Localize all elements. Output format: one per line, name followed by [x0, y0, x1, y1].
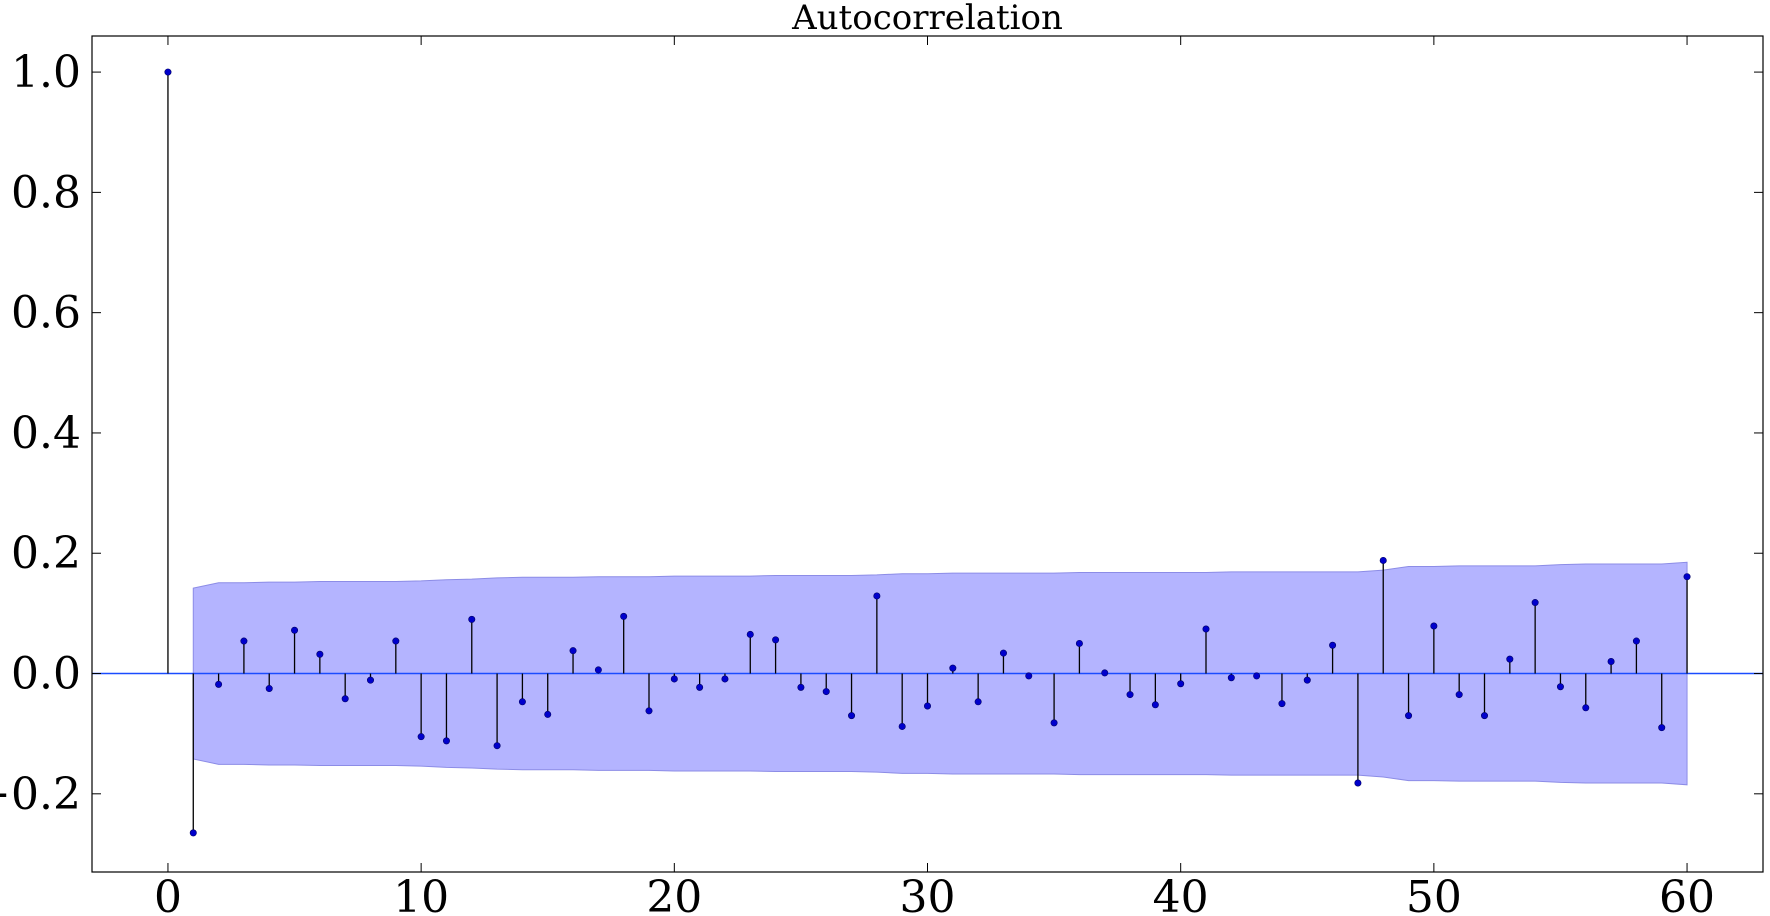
marker-lag-43: [1253, 672, 1261, 680]
marker-lag-36: [1075, 639, 1083, 647]
axes-layer: [91, 35, 1764, 873]
y-tick-label: 0.6: [11, 288, 81, 339]
marker-lag-35: [1050, 719, 1058, 727]
marker-lag-17: [594, 666, 602, 674]
marker-lag-23: [746, 630, 754, 638]
marker-lag-0: [164, 68, 172, 76]
marker-lag-4: [265, 685, 273, 693]
marker-lag-27: [848, 712, 856, 720]
marker-lag-51: [1455, 691, 1463, 699]
marker-lag-5: [291, 626, 299, 634]
marker-lag-33: [999, 649, 1007, 657]
marker-lag-10: [417, 733, 425, 741]
marker-lag-18: [620, 612, 628, 620]
x-tick-label: 40: [1153, 872, 1209, 916]
y-tick-label: 0.4: [11, 408, 81, 459]
marker-lag-32: [974, 698, 982, 706]
marker-lag-47: [1354, 779, 1362, 787]
marker-lag-42: [1227, 674, 1235, 682]
x-tick-label: 30: [900, 872, 956, 916]
marker-lag-24: [772, 636, 780, 644]
marker-lag-34: [1025, 672, 1033, 680]
x-tick-label: 50: [1406, 872, 1462, 916]
marker-lag-15: [544, 710, 552, 718]
marker-lag-9: [392, 637, 400, 645]
marker-lag-44: [1278, 700, 1286, 708]
marker-lag-58: [1632, 637, 1640, 645]
chart-title: Autocorrelation: [791, 0, 1063, 38]
marker-lag-26: [822, 688, 830, 696]
marker-lag-13: [493, 742, 501, 750]
marker-lag-31: [949, 664, 957, 672]
marker-lag-60: [1683, 573, 1691, 581]
marker-lag-55: [1556, 683, 1564, 691]
marker-lag-48: [1379, 556, 1387, 564]
marker-lag-14: [518, 698, 526, 706]
x-tick-label: 0: [154, 872, 182, 916]
tick-label-layer: 0 10 20 30 40 50 60 −0.2 0.0 0.2 0.4 0.6 0.8 1.0: [0, 47, 1715, 916]
marker-lag-16: [569, 647, 577, 655]
marker-lag-25: [797, 683, 805, 691]
marker-lag-12: [468, 615, 476, 623]
y-tick-label: 0.0: [11, 649, 81, 700]
marker-lag-45: [1303, 676, 1311, 684]
marker-lag-57: [1607, 657, 1615, 665]
marker-lag-41: [1202, 625, 1210, 633]
marker-lag-49: [1405, 712, 1413, 720]
marker-lag-11: [442, 737, 450, 745]
x-tick-label: 20: [646, 872, 702, 916]
marker-lag-52: [1481, 712, 1489, 720]
x-tick-label: 60: [1659, 872, 1715, 916]
marker-lag-54: [1531, 599, 1539, 607]
marker-lag-22: [721, 675, 729, 683]
marker-lag-30: [923, 702, 931, 710]
marker-lag-1: [189, 829, 197, 837]
marker-layer: [164, 68, 1691, 837]
marker-lag-46: [1329, 641, 1337, 649]
y-tick-label: 0.8: [11, 167, 81, 218]
marker-lag-50: [1430, 622, 1438, 630]
marker-lag-21: [696, 683, 704, 691]
marker-lag-56: [1582, 704, 1590, 712]
marker-lag-19: [645, 707, 653, 715]
marker-lag-7: [341, 695, 349, 703]
marker-lag-38: [1126, 691, 1134, 699]
marker-lag-28: [873, 592, 881, 600]
marker-lag-53: [1506, 655, 1514, 663]
marker-lag-6: [316, 650, 324, 658]
x-tick-label: 10: [393, 872, 449, 916]
marker-lag-2: [215, 680, 223, 688]
marker-lag-3: [240, 637, 248, 645]
marker-lag-20: [670, 675, 678, 683]
marker-lag-39: [1151, 701, 1159, 709]
marker-lag-59: [1658, 724, 1666, 732]
y-tick-label: 0.2: [11, 528, 81, 579]
marker-lag-8: [366, 676, 374, 684]
marker-lag-29: [898, 722, 906, 730]
y-tick-label: 1.0: [11, 47, 81, 98]
marker-lag-40: [1177, 680, 1185, 688]
y-tick-label: −0.2: [0, 769, 81, 820]
marker-lag-37: [1101, 669, 1109, 677]
